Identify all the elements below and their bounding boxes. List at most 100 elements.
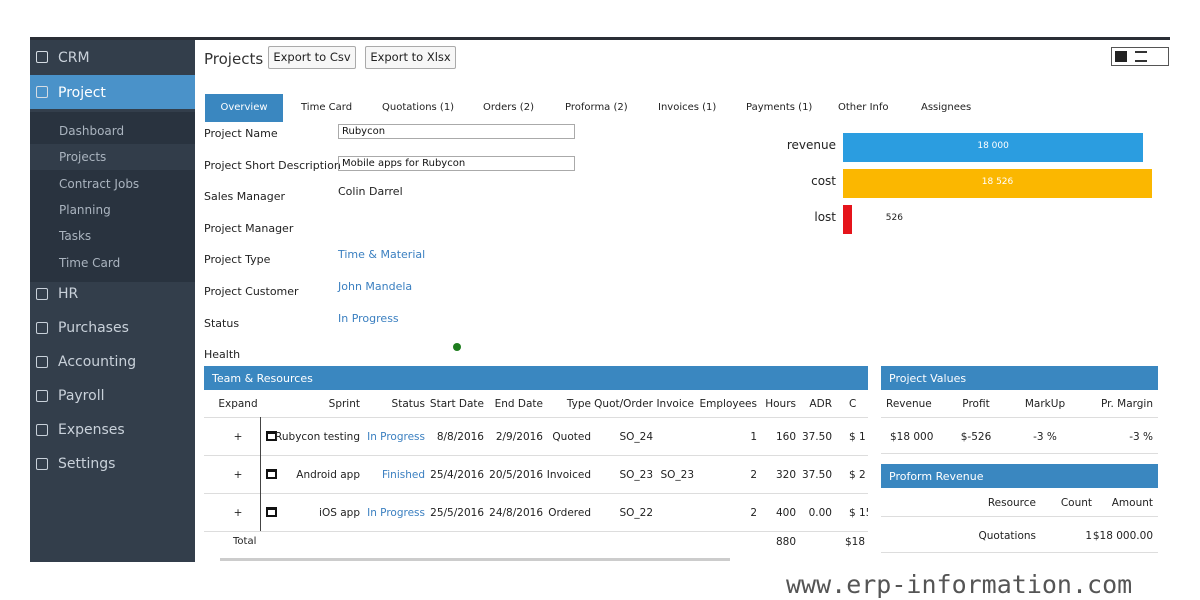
table-cell: Rubycon testing (275, 431, 360, 443)
tab[interactable]: Payments (1) (746, 102, 813, 113)
panel-header (204, 366, 868, 390)
tree-line (260, 417, 261, 455)
field-input[interactable]: Mobile apps for Rubycon (338, 155, 575, 171)
total-cost: $18 5 (845, 536, 868, 548)
submenu-item[interactable]: Projects (59, 150, 107, 165)
column-header: Type (566, 398, 591, 410)
panel-header (881, 464, 1158, 488)
panel-title: Project Values (889, 372, 967, 385)
row-divider (204, 455, 868, 456)
table-cell: Android app (296, 469, 360, 481)
table-cell: 400 (775, 507, 796, 519)
table-cell: 24/8/2016 (489, 507, 543, 519)
field-value[interactable]: Time & Material (338, 248, 426, 262)
scrollbar (220, 558, 730, 561)
chart-label: cost (811, 174, 836, 188)
sprint-icon (266, 469, 277, 479)
chart-value-label: 18 000 (977, 141, 1009, 151)
column-header: Amount (1111, 497, 1153, 509)
table-cell: + (233, 431, 243, 443)
menu-icon (36, 322, 48, 334)
table-cell: 20/5/2016 (489, 469, 543, 481)
field-value[interactable]: In Progress (338, 311, 399, 325)
column-header: Pr. Margin (1100, 398, 1153, 410)
tab[interactable]: Overview (220, 102, 268, 113)
tab[interactable]: Other Info (838, 102, 889, 113)
table-cell: 25/5/2016 (430, 507, 484, 519)
table-cell: 1 (1085, 530, 1092, 542)
export-button[interactable]: Export to Csv (268, 46, 356, 69)
chart-value-label: 526 (885, 213, 903, 223)
submenu-item[interactable]: Contract Jobs (59, 176, 140, 191)
column-header: MarkUp (1024, 398, 1066, 410)
menu-active-bg (30, 75, 195, 109)
tab[interactable]: Invoices (1) (658, 102, 717, 113)
health-dot (453, 343, 461, 351)
field-input[interactable]: Rubycon (338, 124, 575, 139)
menu-icon (36, 390, 48, 402)
table-cell: 1 (750, 431, 757, 443)
sprint-icon (266, 431, 277, 441)
submenu-item[interactable]: Time Card (59, 255, 121, 270)
menu-icon (36, 51, 48, 63)
export-button[interactable]: Export to Xlsx (365, 46, 456, 69)
field-label: Project Short Description (204, 158, 341, 172)
column-header: C (849, 398, 857, 410)
total-label: Total (233, 536, 257, 547)
submenu-item[interactable]: Dashboard (59, 124, 125, 138)
column-header: Profit (962, 398, 990, 410)
table-cell: 37.50 (801, 469, 832, 481)
page-title: Projects (204, 50, 264, 68)
table-cell: -3 % (1033, 431, 1057, 443)
view-list-icon (1135, 51, 1147, 62)
column-header: Invoice (656, 398, 694, 410)
column-header: Revenue (886, 398, 932, 410)
column-header: Employees (699, 398, 757, 410)
menu-item[interactable]: Payroll (58, 388, 105, 404)
table-cell: Finished (381, 469, 425, 481)
table-cell: SO_23 (660, 469, 694, 481)
table-cell: $ 1 0 (849, 431, 868, 443)
table-cell: 2/9/2016 (495, 431, 543, 443)
table-cell: 0.00 (808, 507, 832, 519)
table-cell: 320 (775, 469, 796, 481)
table-cell: 8/8/2016 (436, 431, 484, 443)
table-cell: iOS app (319, 507, 360, 519)
table-cell: Invoiced (546, 469, 591, 481)
table-cell: $ 15 1 (849, 507, 868, 519)
table-cell: $18 000.00 (1092, 530, 1153, 542)
menu-item[interactable]: Accounting (58, 354, 137, 370)
menu-item[interactable]: HR (58, 286, 79, 302)
menu-icon (36, 288, 48, 300)
tab[interactable]: Assignees (921, 102, 972, 113)
submenu-item[interactable]: Planning (59, 202, 111, 217)
menu-item[interactable]: Purchases (58, 320, 129, 336)
top-border (30, 37, 1170, 40)
tab[interactable]: Quotations (1) (382, 102, 455, 113)
column-header: ADR (809, 398, 832, 410)
row-divider (204, 531, 868, 532)
table-cell: SO_24 (619, 431, 653, 443)
menu-item[interactable]: Project (58, 85, 106, 101)
tab-active-bg (205, 94, 283, 122)
submenu-item[interactable]: Tasks (59, 229, 92, 244)
column-header: Resource (987, 497, 1036, 509)
tree-line (260, 455, 261, 493)
tab[interactable]: Orders (2) (483, 102, 534, 113)
field-label: Project Customer (204, 285, 299, 298)
tab[interactable]: Time Card (301, 102, 353, 113)
menu-item[interactable]: CRM (58, 50, 90, 66)
menu-item[interactable]: Settings (58, 456, 116, 472)
field-value[interactable]: John Mandela (338, 280, 413, 293)
tab[interactable]: Proforma (2) (565, 102, 628, 113)
field-label: Project Type (204, 253, 271, 267)
menu-icon (36, 86, 48, 98)
menu-item[interactable]: Expenses (58, 422, 125, 438)
column-header: Quot/Order (594, 398, 653, 410)
panel-header (881, 366, 1158, 390)
table-cell: In Progress (367, 431, 425, 443)
chart-label: revenue (786, 138, 836, 152)
field-value: Colin Darrel (338, 185, 403, 199)
column-header: Hours (765, 398, 796, 410)
